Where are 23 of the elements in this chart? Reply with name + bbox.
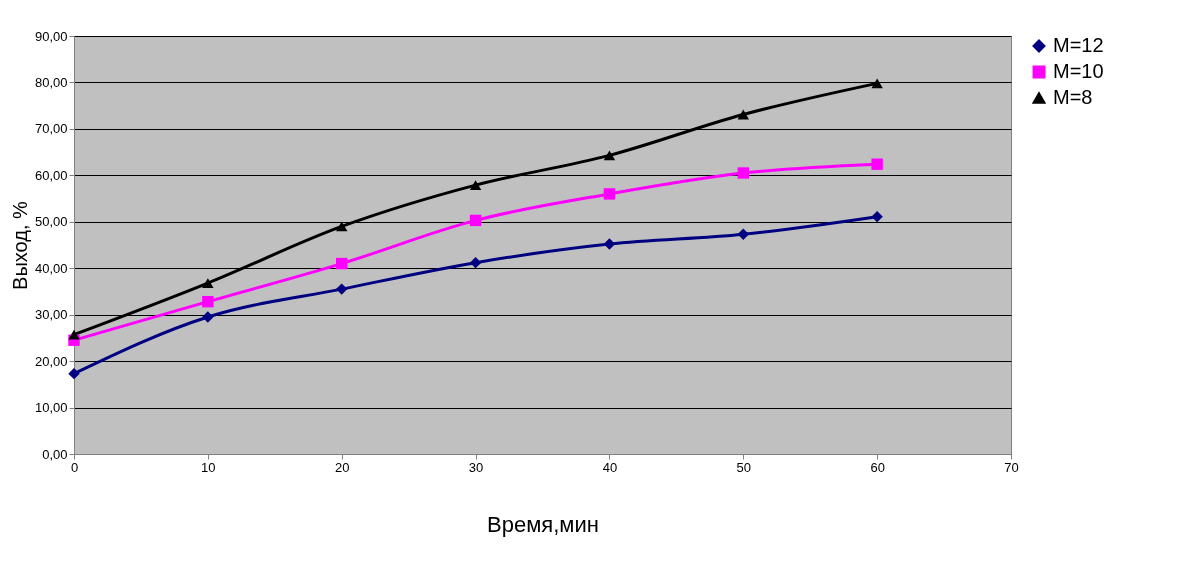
x-tick-label: 40 (602, 459, 618, 475)
x-tick-label: 70 (1004, 459, 1019, 475)
legend-label: M=12 (1053, 34, 1104, 56)
y-tick-label: 90,00 (34, 28, 68, 44)
y-tick-label: 50,00 (34, 214, 68, 230)
legend-label: M=8 (1053, 86, 1093, 108)
y-tick-label: 70,00 (34, 121, 68, 137)
y-tick-label: 10,00 (34, 400, 68, 416)
x-tick-label: 20 (334, 459, 350, 475)
x-tick-label: 0 (70, 459, 79, 475)
x-tick-label: 50 (736, 459, 752, 475)
y-tick-label: 40,00 (34, 260, 68, 276)
legend-label: M=10 (1053, 60, 1104, 82)
y-tick-label: 80,00 (34, 74, 68, 90)
y-tick-label: 20,00 (34, 353, 68, 369)
x-tick-label: 60 (870, 459, 885, 475)
y-axis-title: Выход, % (8, 200, 31, 290)
y-tick-label: 0,00 (42, 446, 68, 462)
y-tick-label: 60,00 (34, 167, 68, 183)
x-tick-label: 30 (468, 459, 484, 475)
x-axis-title: Время,мин (487, 511, 599, 537)
x-tick-label: 10 (201, 459, 216, 475)
y-tick-label: 30,00 (34, 307, 68, 323)
